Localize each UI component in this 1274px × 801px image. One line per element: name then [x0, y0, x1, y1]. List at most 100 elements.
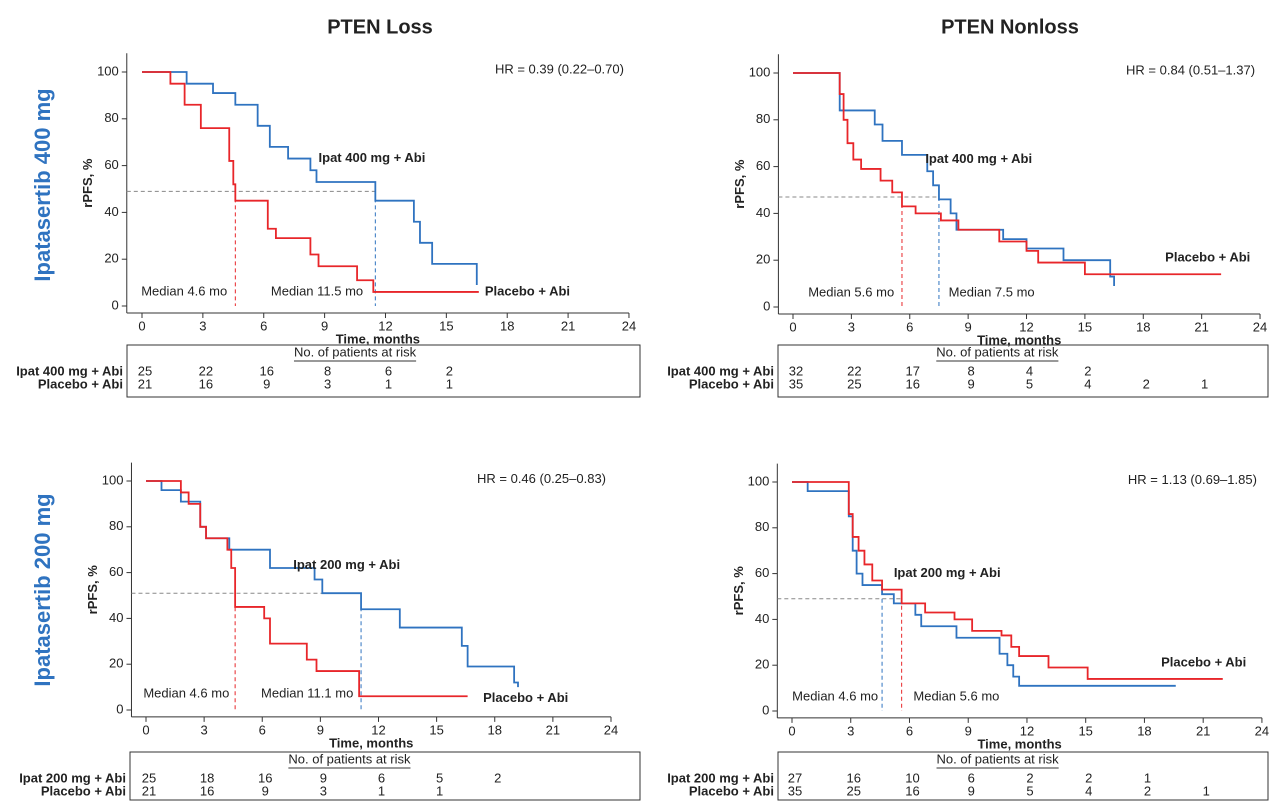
y-tick-label: 100 — [749, 64, 771, 79]
risk-table-title: No. of patients at risk — [937, 751, 1060, 766]
series-label: Ipat 400 mg + Abi — [319, 150, 426, 165]
km-curve — [793, 72, 1222, 276]
risk-table-box — [126, 344, 641, 398]
risk-count: 16 — [258, 770, 272, 785]
risk-count: 22 — [199, 363, 213, 378]
y-tick-label: 80 — [109, 518, 123, 533]
risk-count: 4 — [1026, 363, 1033, 378]
x-tick-label: 21 — [561, 318, 575, 333]
risk-count: 27 — [788, 770, 802, 785]
risk-table: No. of patients at risk Ipat 400 mg + Abi… — [16, 344, 641, 398]
y-tick-label: 40 — [104, 204, 118, 219]
series-label: Ipat 200 mg + Abi — [293, 557, 400, 572]
hazard-ratio: HR = 0.46 (0.25–0.83) — [477, 471, 606, 486]
y-tick-label: 0 — [116, 701, 123, 716]
risk-row-name: Ipat 200 mg + Abi — [667, 770, 774, 785]
x-tick-label: 24 — [1255, 723, 1269, 738]
km-plot: 0 20 40 60 80 100 0 3 6 9 12 15 18 21 24 Time, months rP… — [85, 462, 618, 750]
y-axis-label: rPFS, % — [732, 159, 747, 209]
risk-count: 1 — [378, 783, 385, 798]
y-tick-label: 20 — [109, 656, 123, 671]
hr-box — [1045, 56, 1261, 87]
risk-count: 5 — [1026, 783, 1033, 798]
x-tick-label: 3 — [201, 722, 208, 737]
risk-count: 25 — [138, 363, 152, 378]
risk-count: 17 — [906, 363, 920, 378]
y-tick-label: 100 — [748, 473, 770, 488]
y-tick-label: 100 — [102, 472, 124, 487]
x-axis-label: Time, months — [329, 735, 413, 750]
x-tick-label: 6 — [906, 723, 913, 738]
risk-count: 6 — [378, 770, 385, 785]
risk-count: 9 — [262, 783, 269, 798]
x-tick-label: 6 — [260, 318, 267, 333]
risk-count: 1 — [1201, 376, 1208, 391]
y-tick-label: 20 — [756, 252, 770, 267]
risk-count: 8 — [324, 363, 331, 378]
x-axis-label: Time, months — [977, 332, 1061, 347]
risk-count: 2 — [494, 770, 501, 785]
risk-row-name: Placebo + Abi — [689, 376, 774, 391]
median-label: Median 11.5 mo — [271, 283, 363, 298]
x-tick-label: 18 — [500, 318, 514, 333]
y-tick-label: 80 — [756, 111, 770, 126]
hazard-ratio: HR = 0.39 (0.22–0.70) — [495, 62, 624, 77]
risk-count: 9 — [968, 376, 975, 391]
risk-count: 1 — [385, 376, 392, 391]
y-tick-label: 0 — [112, 297, 119, 312]
x-tick-label: 3 — [847, 723, 854, 738]
risk-count: 2 — [1026, 770, 1033, 785]
x-tick-label: 18 — [488, 722, 502, 737]
risk-count: 21 — [142, 783, 156, 798]
x-tick-label: 24 — [1253, 319, 1267, 334]
risk-table-title: No. of patients at risk — [288, 751, 411, 766]
risk-count: 2 — [1085, 770, 1092, 785]
risk-count: 3 — [324, 376, 331, 391]
km-curve — [146, 480, 519, 688]
km-curve — [142, 71, 479, 293]
y-tick-label: 40 — [756, 205, 770, 220]
x-tick-label: 15 — [1078, 723, 1092, 738]
y-tick-label: 0 — [762, 702, 769, 717]
risk-row-name: Placebo + Abi — [41, 783, 126, 798]
risk-table-title: No. of patients at risk — [294, 344, 417, 359]
x-tick-label: 15 — [1078, 319, 1092, 334]
risk-count: 2 — [1084, 363, 1091, 378]
risk-count: 6 — [385, 363, 392, 378]
y-tick-label: 80 — [104, 110, 118, 125]
series-label: Placebo + Abi — [1165, 249, 1250, 264]
risk-count: 8 — [968, 363, 975, 378]
km-plot: 0 20 40 60 80 100 0 3 6 9 12 15 18 21 24 Time, months rP… — [731, 463, 1269, 751]
x-tick-label: 21 — [546, 722, 560, 737]
y-tick-label: 80 — [755, 519, 769, 534]
risk-count: 22 — [847, 363, 861, 378]
median-label: Median 5.6 mo — [808, 284, 894, 299]
risk-count: 18 — [200, 770, 214, 785]
risk-count: 35 — [789, 376, 803, 391]
x-tick-label: 9 — [965, 723, 972, 738]
hazard-ratio: HR = 1.13 (0.69–1.85) — [1128, 472, 1257, 487]
risk-count: 10 — [905, 770, 919, 785]
risk-table-box — [777, 344, 1269, 398]
x-tick-label: 9 — [965, 319, 972, 334]
x-tick-label: 6 — [259, 722, 266, 737]
x-tick-label: 9 — [321, 318, 328, 333]
x-tick-label: 0 — [788, 723, 795, 738]
risk-count: 1 — [446, 376, 453, 391]
x-tick-label: 12 — [1020, 723, 1034, 738]
risk-count: 3 — [320, 783, 327, 798]
risk-count: 35 — [788, 783, 802, 798]
hr-box — [1046, 465, 1262, 496]
risk-count: 21 — [138, 376, 152, 391]
x-tick-label: 18 — [1137, 723, 1151, 738]
median-label: Median 5.6 mo — [913, 689, 999, 704]
km-plot: 0 20 40 60 80 100 0 3 6 9 12 15 18 21 24 Time, months rP… — [80, 53, 636, 346]
risk-count: 16 — [847, 770, 861, 785]
risk-count: 16 — [906, 376, 920, 391]
risk-count: 9 — [320, 770, 327, 785]
median-label: Median 7.5 mo — [949, 284, 1035, 299]
row-title: Ipatasertib 400 mg — [30, 88, 55, 281]
y-tick-label: 60 — [756, 158, 770, 173]
column-title: PTEN Loss — [327, 16, 433, 38]
